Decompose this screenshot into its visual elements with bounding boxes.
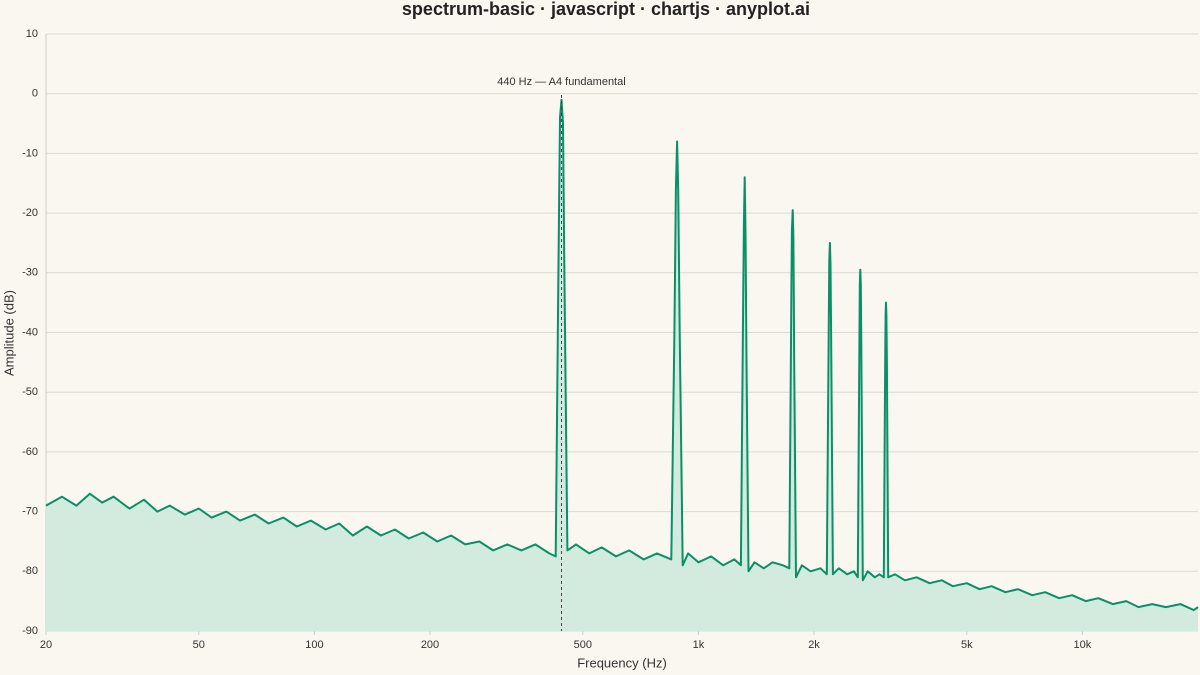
x-tick-label: 500 [574,639,592,651]
x-tick-label: 50 [193,639,205,651]
annotation-text: 440 Hz — A4 fundamental [497,76,625,88]
y-tick-label: -60 [22,446,38,458]
spectrum-line [45,98,1199,612]
y-tick-label: -70 [22,506,38,518]
y-tick-label: -20 [22,207,38,219]
x-tick-label: 200 [421,639,439,651]
x-tick-label: 5k [961,639,973,651]
y-tick-label: -90 [22,625,38,637]
y-tick-label: -50 [22,386,38,398]
x-tick-label: 1k [693,639,705,651]
x-tick-label: 100 [305,639,323,651]
y-tick-label: -30 [22,267,38,279]
x-tick-label: 10k [1074,639,1092,651]
y-tick-label: -10 [22,147,38,159]
y-tick-label: 10 [26,28,38,40]
area-fill [46,99,1198,631]
y-axis-label: Amplitude (dB) [1,290,16,376]
chart-title: spectrum-basic · javascript · chartjs · … [402,0,810,19]
y-tick-label: -80 [22,565,38,577]
x-axis-label: Frequency (Hz) [577,655,667,670]
y-tick-label: 0 [32,88,38,100]
x-tick-label: 20 [40,639,52,651]
x-tick-label: 2k [808,639,820,651]
y-tick-label: -40 [22,326,38,338]
